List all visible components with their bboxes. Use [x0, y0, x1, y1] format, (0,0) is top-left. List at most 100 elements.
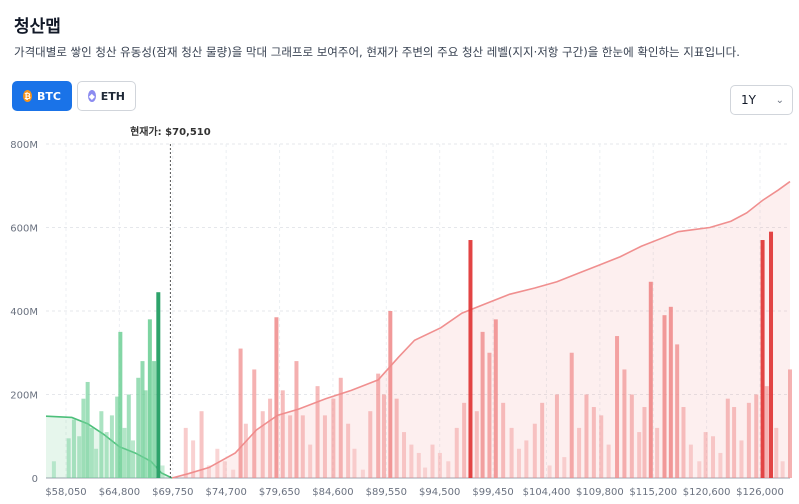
short-liquidation-bar: [584, 394, 589, 478]
long-liquidation-bar: [109, 415, 114, 478]
short-liquidation-bar: [754, 394, 759, 478]
short-liquidation-bar: [222, 461, 227, 478]
x-tick-label: $69,750: [152, 487, 193, 498]
short-liquidation-bar: [468, 240, 473, 478]
short-liquidation-bar: [509, 427, 514, 478]
short-liquidation-bar: [615, 336, 620, 478]
short-liquidation-bar: [288, 415, 293, 478]
short-liquidation-bar: [376, 373, 381, 478]
short-liquidation-bar: [243, 423, 248, 478]
short-liquidation-bar: [629, 394, 634, 478]
chevron-down-icon: ⌄: [775, 94, 784, 106]
x-tick-label: $126,000: [736, 487, 784, 498]
time-range-select[interactable]: 1Y ⌄: [730, 85, 793, 115]
short-liquidation-bar: [331, 398, 336, 478]
x-tick-label: $94,500: [419, 487, 460, 498]
x-tick-label: $104,400: [523, 487, 571, 498]
short-liquidation-bar: [231, 469, 236, 478]
short-liquidation-bar: [308, 444, 313, 478]
long-liquidation-bar: [136, 377, 141, 478]
page-title: 청산맵: [14, 17, 61, 37]
x-tick-label: $79,650: [259, 487, 300, 498]
short-liquidation-bar: [662, 315, 667, 478]
x-tick-label: $99,450: [472, 487, 513, 498]
short-liquidation-bar: [668, 306, 673, 478]
eth-tab-label: ETH: [100, 89, 125, 103]
current-price-label: 현재가: $70,510: [130, 125, 211, 138]
short-liquidation-bar: [554, 394, 559, 478]
short-liquidation-bar: [703, 432, 708, 478]
long-liquidation-bar: [118, 331, 123, 478]
long-liquidation-bar: [66, 438, 71, 478]
long-liquidation-bar: [81, 398, 86, 478]
short-liquidation-bar: [191, 440, 196, 478]
long-liquidation-bar: [115, 396, 120, 478]
long-liquidation-bar: [51, 461, 56, 478]
x-tick-label: $64,800: [99, 487, 140, 498]
y-tick-label: 800M: [10, 140, 38, 151]
short-liquidation-bar: [524, 440, 529, 478]
x-tick-label: $58,050: [45, 487, 86, 498]
short-liquidation-bar: [446, 461, 451, 478]
y-tick-label: 0: [32, 474, 38, 485]
short-liquidation-bar: [462, 402, 467, 478]
short-liquidation-bar: [540, 402, 545, 478]
short-liquidation-bar: [480, 331, 485, 478]
short-liquidation-bar: [637, 432, 642, 478]
short-liquidation-bar: [681, 407, 686, 478]
short-liquidation-bar: [238, 348, 243, 478]
short-liquidation-bar: [487, 352, 492, 478]
eth-tab-button[interactable]: ◆ ETH: [77, 81, 136, 111]
ethereum-icon: ◆: [88, 90, 96, 102]
x-tick-label: $84,600: [312, 487, 353, 498]
short-liquidation-bar: [764, 386, 769, 478]
y-axis: 0 200M 400M 600M 800M: [10, 140, 38, 485]
short-liquidation-bar: [423, 467, 428, 478]
short-liquidation-bar: [437, 452, 442, 478]
short-liquidation-bar: [280, 390, 285, 478]
short-liquidation-bar: [501, 402, 506, 478]
bitcoin-icon: ₿: [23, 90, 33, 102]
x-tick-label: $115,200: [629, 487, 677, 498]
short-liquidation-bar: [697, 461, 702, 478]
short-liquidation-bar: [474, 411, 479, 478]
long-liquidation-bar: [71, 419, 76, 478]
short-liquidation-bar: [199, 411, 204, 478]
short-liquidation-bar: [252, 369, 257, 478]
short-liquidation-bar: [648, 281, 653, 478]
short-liquidation-bar: [774, 427, 779, 478]
short-liquidation-bar: [718, 452, 723, 478]
short-liquidation-bar: [215, 448, 220, 478]
x-axis: $58,050 $64,800 $69,750 $74,700 $79,650 $84,6…: [45, 487, 784, 498]
short-liquidation-bar: [346, 423, 351, 478]
short-liquidation-bar: [294, 361, 299, 478]
short-liquidation-bar: [352, 448, 357, 478]
short-liquidation-bar: [300, 415, 305, 478]
short-liquidation-bar: [394, 398, 399, 478]
btc-tab-label: BTC: [37, 89, 61, 103]
short-liquidation-bar: [493, 319, 498, 478]
short-liquidation-bar: [725, 398, 730, 478]
short-liquidation-bar: [315, 386, 320, 478]
long-liquidation-bar: [156, 292, 161, 478]
short-liquidation-bar: [642, 407, 647, 478]
long-liquidation-bar: [160, 465, 165, 478]
short-liquidation-bar: [416, 452, 421, 478]
short-liquidation-bar: [388, 311, 393, 478]
short-liquidation-bar: [454, 427, 459, 478]
btc-tab-button[interactable]: ₿ BTC: [12, 81, 72, 111]
short-liquidation-bar: [402, 432, 407, 478]
long-liquidation-bar: [131, 440, 136, 478]
short-liquidation-bar: [381, 394, 386, 478]
short-liquidation-bar: [547, 465, 552, 478]
short-liquidation-bar: [268, 398, 273, 478]
short-liquidation-bar: [206, 465, 211, 478]
short-liquidation-bar: [516, 448, 521, 478]
liquidation-bars: [51, 231, 792, 478]
short-liquidation-bar: [562, 457, 567, 478]
short-liquidation-bar: [360, 469, 365, 478]
time-range-value: 1Y: [741, 93, 756, 107]
short-liquidation-bar: [780, 461, 785, 478]
short-liquidation-bar: [274, 317, 279, 478]
short-liquidation-bar: [606, 444, 611, 478]
